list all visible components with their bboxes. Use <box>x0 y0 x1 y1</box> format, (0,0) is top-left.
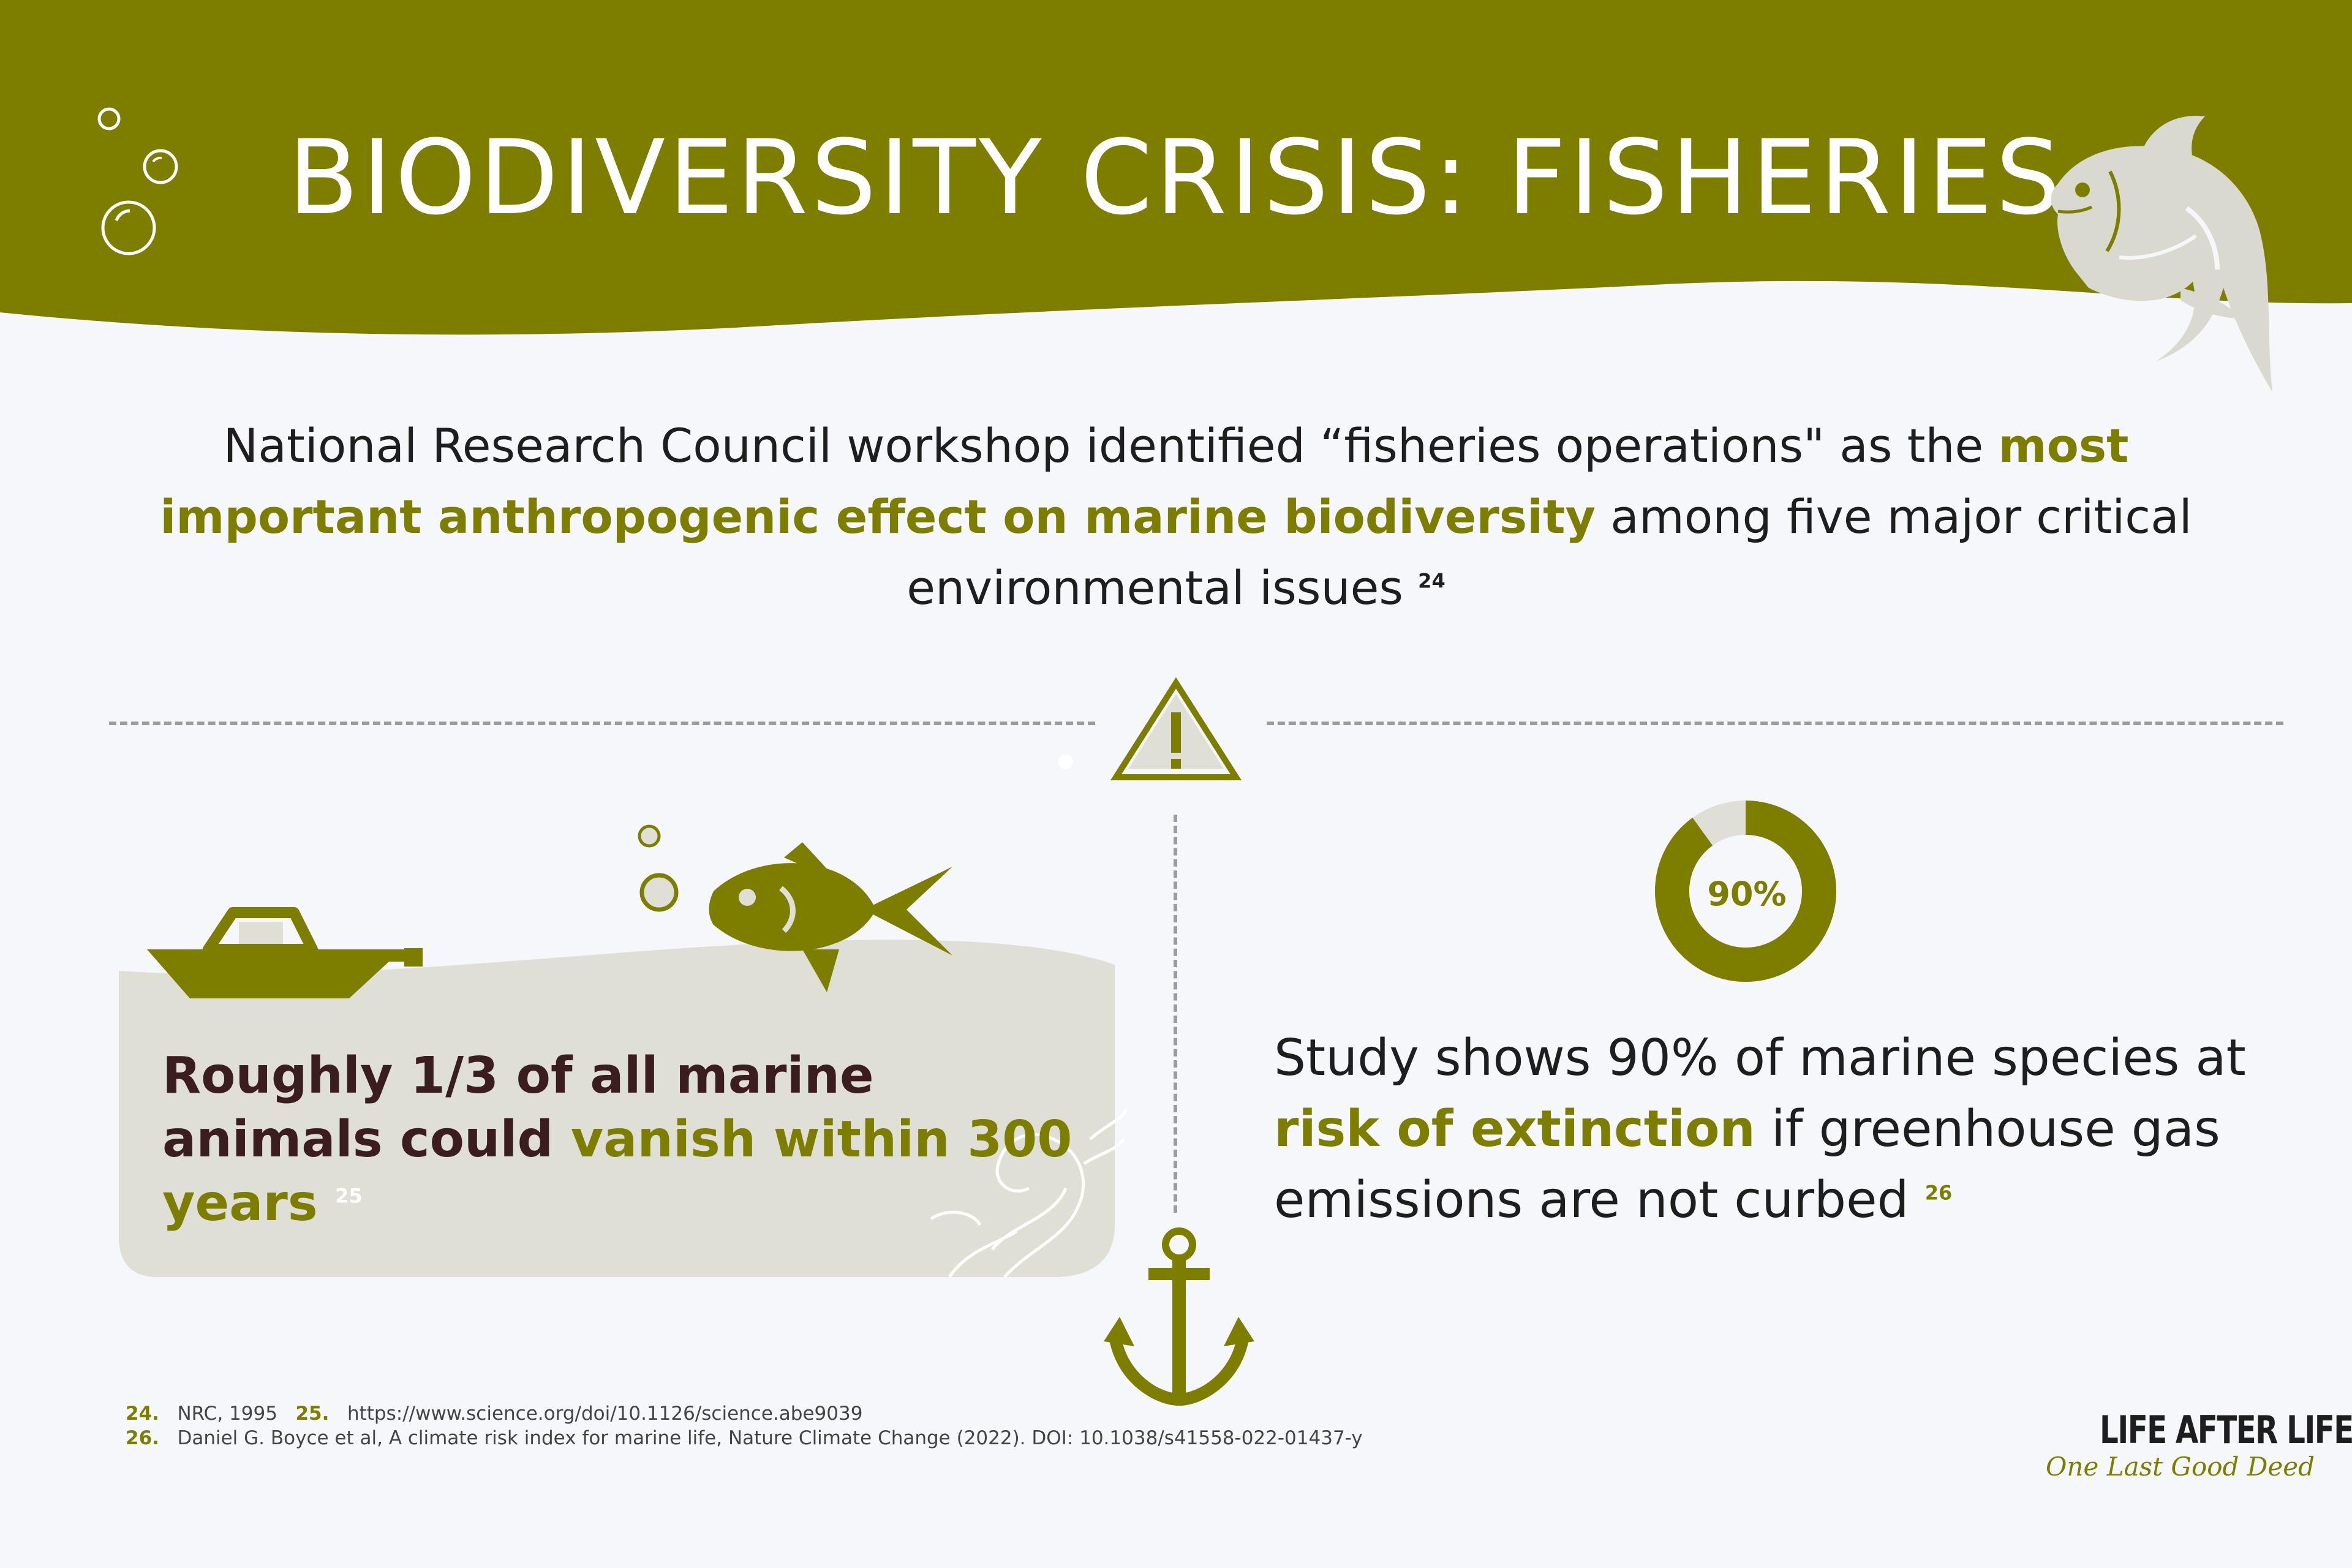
divider-right <box>1267 722 2283 725</box>
brand-name: LIFE AFTER LIFE <box>2100 1408 2352 1452</box>
right-text-after: if greenhouse gas emissions are not curb… <box>1274 1100 2220 1229</box>
footnote-text-26: Daniel G. Boyce et al, A climate risk in… <box>177 1427 1363 1449</box>
divider-left <box>109 722 1095 725</box>
footnote-number-24: 24. <box>126 1403 159 1425</box>
footnote-number-25: 25. <box>295 1403 330 1425</box>
right-statement: Study shows 90% of marine species at ris… <box>1274 1023 2315 1236</box>
wave-icon <box>930 1107 1127 1278</box>
right-highlight: risk of extinction <box>1274 1100 1755 1158</box>
small-dot <box>1058 755 1073 769</box>
donut-label: 90% <box>1707 875 1787 913</box>
bubbles-icon <box>97 107 178 255</box>
intro-text-before: National Research Council workshop ident… <box>223 418 1999 473</box>
intro-statement: National Research Council workshop ident… <box>135 410 2217 624</box>
footnotes: 24. NRC, 1995 25. https://www.science.or… <box>126 1401 1841 1450</box>
fish-icon <box>638 824 952 992</box>
brand-tagline: One Last Good Deed <box>2046 1452 2315 1482</box>
page-title: BIODIVERSITY CRISIS: FISHERIES <box>288 118 2064 238</box>
left-card <box>119 940 1127 1278</box>
footnote-number-26: 26. <box>126 1427 159 1449</box>
header-banner <box>0 0 2352 335</box>
footnote-text-24: NRC, 1995 <box>177 1403 277 1425</box>
intro-highlight: most important anthropogenic effect on m… <box>160 418 2129 544</box>
left-card-statement: Roughly 1/3 of all marine animals could … <box>162 1044 1081 1235</box>
donut-chart <box>1655 801 1836 982</box>
vertical-divider <box>1174 815 1177 1213</box>
left-card-reference: 25 <box>335 1184 363 1208</box>
left-card-text-before: Roughly 1/3 of all marine animals could <box>162 1047 874 1169</box>
right-reference: 26 <box>1924 1181 1953 1205</box>
warning-triangle-icon <box>1110 677 1242 780</box>
footnote-link-25[interactable]: https://www.science.org/doi/10.1126/scie… <box>347 1403 863 1425</box>
boat-icon <box>147 907 423 998</box>
donut-arc-90 <box>1655 801 1836 982</box>
anchor-icon <box>1104 1227 1254 1406</box>
intro-reference: 24 <box>1418 569 1446 593</box>
leaping-fish-icon <box>2051 116 2272 392</box>
brand-logo: LIFE AFTER LIFE One Last Good Deed <box>2046 1408 2352 1482</box>
right-text-before: Study shows 90% of marine species at <box>1274 1029 2246 1087</box>
intro-text-after: among five major critical environmental … <box>907 489 2192 615</box>
left-card-highlight: vanish within 300 years <box>162 1110 1072 1232</box>
footnote-line-1: 24. NRC, 1995 25. https://www.science.or… <box>126 1401 1841 1426</box>
footnote-line-2: 26. Daniel G. Boyce et al, A climate ris… <box>126 1426 1841 1450</box>
